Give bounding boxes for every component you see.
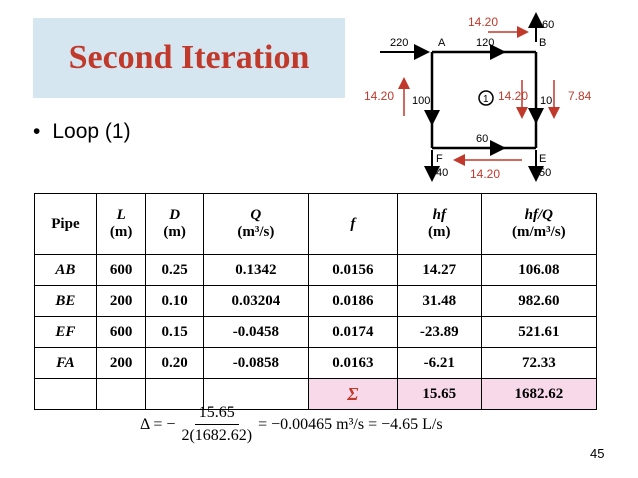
slide-title: Second Iteration	[68, 39, 310, 76]
loop-marker	[478, 90, 494, 106]
cell-hfq: 521.61	[480, 316, 598, 348]
cell-hf: 31.48	[396, 285, 482, 317]
flow-in-a: 220	[390, 37, 408, 49]
cell-f: 0.0156	[307, 254, 398, 286]
header-hf: hf (m)	[396, 193, 482, 255]
flow-out-e: 50	[539, 167, 551, 179]
node-a: A	[438, 37, 446, 49]
page-number: 45	[590, 446, 605, 461]
cell-empty	[34, 378, 97, 410]
cell-empty	[202, 378, 309, 410]
cell-empty	[95, 378, 147, 410]
flow-af: 100	[412, 95, 430, 107]
cell-f: 0.0186	[307, 285, 398, 317]
iteration-table: Pipe L (m) D (m) Q (m³/s) f hf (m) hf/Q (m/m³…	[34, 193, 598, 410]
formula-denominator: 2(1682.62)	[181, 427, 253, 444]
bullet-text: Loop (1)	[52, 120, 131, 143]
header-l: L (m)	[95, 193, 147, 255]
cell-l: 600	[95, 316, 147, 348]
header-pipe: Pipe	[34, 193, 97, 255]
header-hfq: hf/Q (m/m³/s)	[480, 193, 598, 255]
table-row: AB 600 0.25 0.1342 0.0156 14.27 106.08	[34, 254, 598, 286]
table-row: EF 600 0.15 -0.0458 0.0174 -23.89 521.61	[34, 316, 598, 348]
cell-hf: 14.27	[396, 254, 482, 286]
cell-f: 0.0163	[307, 347, 398, 379]
cell-hf: -6.21	[396, 347, 482, 379]
correction-bottom: 14.20	[470, 167, 500, 181]
cell-d: 0.20	[145, 347, 204, 379]
cell-pipe: BE	[34, 285, 97, 317]
formula-lhs: Δ = −	[140, 415, 176, 433]
flow-out-b: 60	[542, 19, 554, 31]
sum-hfq: 1682.62	[480, 378, 598, 410]
cell-q: 0.03204	[202, 285, 309, 317]
cell-q: 0.1342	[202, 254, 309, 286]
cell-l: 200	[95, 285, 147, 317]
correction-right-inner: 14.20	[498, 89, 528, 103]
cell-d: 0.15	[145, 316, 204, 348]
cell-l: 200	[95, 347, 147, 379]
cell-l: 600	[95, 254, 147, 286]
table-row: BE 200 0.10 0.03204 0.0186 31.48 982.60	[34, 285, 598, 317]
table-header-row: Pipe L (m) D (m) Q (m³/s) f hf (m) hf/Q (m/m³…	[34, 193, 598, 255]
header-q: Q (m³/s)	[202, 193, 309, 255]
correction-right-outer: 7.84	[568, 89, 592, 103]
flow-ab: 120	[476, 37, 494, 49]
bullet-loop: • Loop (1)	[33, 120, 131, 144]
sum-symbol-cell: Σ	[307, 378, 398, 410]
cell-q: -0.0458	[202, 316, 309, 348]
node-b: B	[539, 37, 546, 49]
cell-empty	[145, 378, 204, 410]
cell-hfq: 106.08	[480, 254, 598, 286]
cell-d: 0.10	[145, 285, 204, 317]
cell-f: 0.0174	[307, 316, 398, 348]
cell-hf: -23.89	[396, 316, 482, 348]
cell-hfq: 72.33	[480, 347, 598, 379]
cell-q: -0.0858	[202, 347, 309, 379]
loop-label: 1	[483, 94, 489, 105]
bullet-dot: •	[33, 120, 41, 143]
correction-top: 14.20	[468, 15, 498, 29]
table-sum-row: Σ 15.65 1682.62	[34, 378, 598, 410]
correction-formula: Δ = − 15.65 2(1682.62) = −0.00465 m³/s =…	[140, 404, 443, 445]
node-e: E	[539, 153, 546, 165]
node-f: F	[436, 153, 443, 165]
flow-fe: 60	[476, 133, 488, 145]
pipe-network-diagram: 220 A 120 B 60 100 10 1 F 40 60 E 50 14.…	[364, 12, 592, 182]
formula-numerator: 15.65	[194, 404, 239, 425]
cell-d: 0.25	[145, 254, 204, 286]
table-row: FA 200 0.20 -0.0858 0.0163 -6.21 72.33	[34, 347, 598, 379]
formula-fraction: 15.65 2(1682.62)	[181, 404, 252, 445]
formula-rhs: = −0.00465 m³/s = −4.65 L/s	[258, 415, 443, 433]
header-d: D (m)	[145, 193, 204, 255]
cell-pipe: FA	[34, 347, 97, 379]
correction-left: 14.20	[364, 89, 394, 103]
flow-be: 10	[540, 95, 552, 107]
cell-hfq: 982.60	[480, 285, 598, 317]
sum-symbol: Σ	[347, 383, 359, 404]
header-f: f	[307, 193, 398, 255]
cell-pipe: AB	[34, 254, 97, 286]
title-box: Second Iteration	[33, 18, 345, 98]
cell-pipe: EF	[34, 316, 97, 348]
flow-out-f: 40	[436, 167, 448, 179]
